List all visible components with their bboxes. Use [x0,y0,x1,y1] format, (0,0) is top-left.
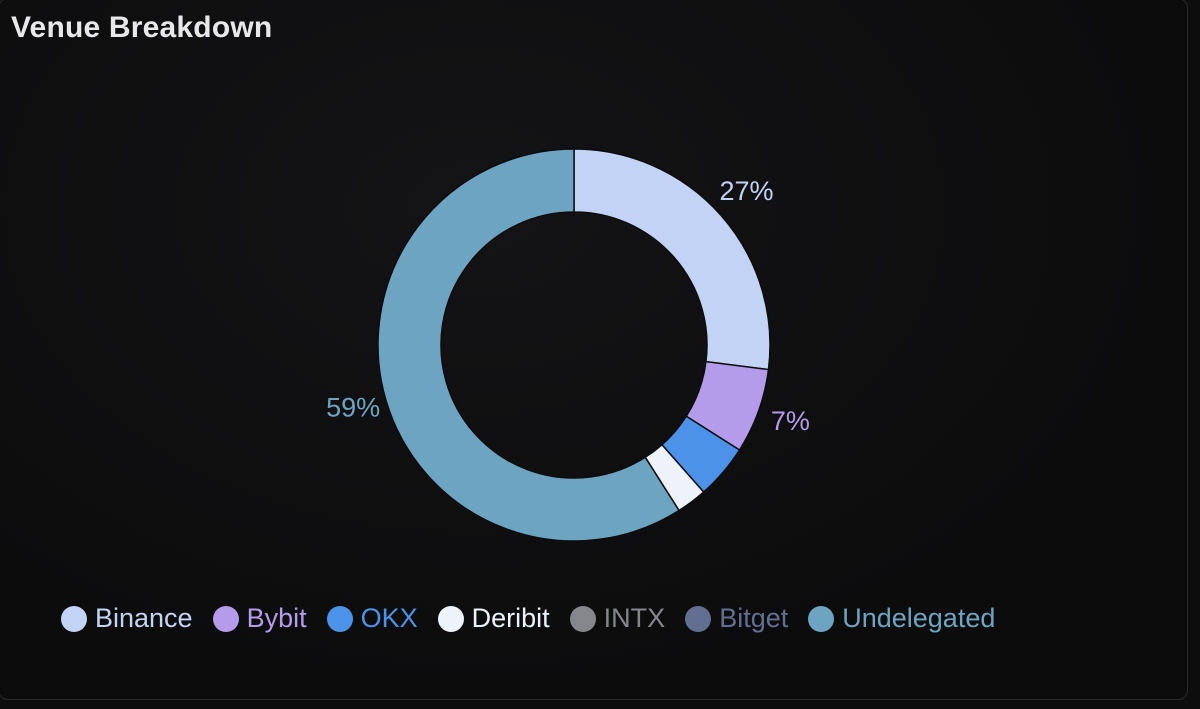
legend-label-okx: OKX [360,603,418,633]
legend-dot-bybit [212,605,239,632]
legend-dot-binance [61,605,87,632]
legend-item-undelegated[interactable]: Undelegated [808,603,995,634]
legend-label-bybit: Bybit [246,603,307,633]
slice-undelegated[interactable] [377,148,681,542]
legend-item-deribit[interactable]: Deribit [437,603,550,634]
chart-title: Venue Breakdown [11,11,273,44]
slice-binance[interactable] [573,148,771,371]
legend-dot-bitget [685,605,712,632]
legend-dot-intx [569,605,596,632]
slice-label-undelegated: 59% [326,392,380,422]
legend-dot-undelegated [808,605,835,632]
legend-dot-okx [326,605,353,632]
legend-dot-deribit [437,605,464,632]
legend-label-bitget: Bitget [719,603,789,633]
legend-item-intx[interactable]: INTX [569,603,666,634]
legend-item-bitget[interactable]: Bitget [685,603,788,634]
legend-item-okx[interactable]: OKX [326,603,418,634]
chart-legend: Binance Bybit OKX Deribit INTX Bitget Undelega… [61,603,995,634]
venue-breakdown-card: Venue Breakdown 27% 7% 59% Binance Bybit OKX… [0,0,1188,700]
legend-item-bybit[interactable]: Bybit [212,603,307,634]
donut-chart: 27% 7% 59% [326,148,810,542]
slice-label-binance: 27% [720,176,774,206]
legend-label-undelegated: Undelegated [842,603,996,633]
legend-item-binance[interactable]: Binance [61,603,193,634]
legend-label-deribit: Deribit [471,603,550,633]
legend-label-intx: INTX [603,603,666,633]
slice-label-bybit: 7% [771,406,810,436]
legend-label-binance: Binance [95,603,193,633]
